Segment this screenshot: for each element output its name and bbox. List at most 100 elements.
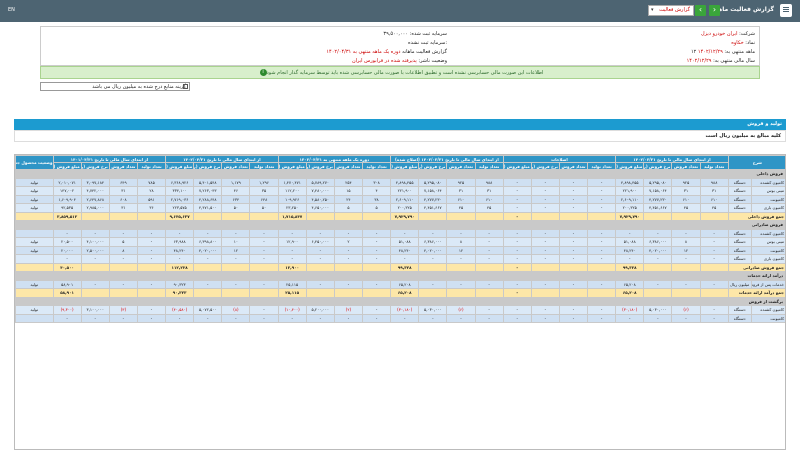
table-cell: (۳۰,۱۸۰) [615,305,645,315]
table-cell: ۳۸ [361,194,392,204]
table-cell: ۴,۸۹۸,۴۵۵ [615,177,645,187]
table-cell: ۸ [446,237,476,247]
unregistered-capital-row: سرمایه ثبت نشده: [408,40,447,46]
table-cell: ۴۸,۲۴۰ [165,245,195,255]
table-cell: ۱۲ [446,245,476,255]
table-cell: - [530,194,560,204]
table-cell: - [136,237,167,247]
table-cell: ۶۱۰ [474,194,504,204]
production-sales-table-wrap[interactable]: شرح از ابتدای سال مالی تا تاریخ ۱۴۰۲/۰۳/۳… [14,154,786,450]
product-name: کامیونت [750,245,785,255]
status-row: وضعیت ناشر: پذیرفته شده در فرابورس ایران [352,58,447,64]
unregistered-capital-label: سرمایه ثبت نشده: [408,40,447,46]
sum-cell [530,262,560,272]
table-row[interactable]: کامیون باری دستگاه ۴۵ ۴۵ ۴,۴۵۱,۶۶۷ ۲۰۰,۳۲۵- - -… [15,203,785,213]
table-row[interactable]: کامیونت دستگاه - - - - - - - - - - - - - - - - - - - - - - - - [15,313,785,323]
sum-cell [699,288,729,298]
header-sub: نرخ فروش (ریال) [643,162,673,170]
table-row[interactable]: خدمات پس از فروش میلیون ریال - - -۶۵,۲۰۸- - - -… [15,279,785,289]
report-label: گزارش فعالیت ماهانه [402,49,447,55]
table-cell: - [52,313,82,323]
table-cell: - [558,254,589,264]
table-cell: - [671,313,701,323]
table-cell: ۲۲۳,۵۷۵ [165,203,195,213]
sum-cell [587,211,617,221]
next-arrow-icon[interactable]: › [709,5,720,16]
table-row[interactable]: مینی بوس دستگاه -۸ ۶,۳۸۶,۰۰۰ ۵۱,۰۸۸- - - - -۸ ۶,۳… [15,237,785,247]
table-cell: ۹۸۸ [474,177,504,187]
period-row: ۱۲ ماهه منتهی به: ۱۴۰۲/۱۲/۲۹ [691,49,755,55]
product-status [15,254,54,264]
product-status: تولید [15,177,54,187]
table-cell: ۴,۰۲۰,۰۰۰ [193,245,223,255]
table-cell: - [446,254,476,264]
table-row[interactable]: کامیون باری دستگاه - - - - - - - - - - - - - - - - - - - - - - -… [15,254,785,264]
notice-text: اطلاعات این صورت مالی حسابرسی نشده است و… [266,70,544,76]
sum-cell [136,262,167,272]
table-cell: ۲۳,۲۵۰ [277,203,307,213]
sum-cell [80,211,110,221]
sum-cell [558,288,589,298]
table-cell: - [671,228,701,238]
sum-cell [587,262,617,272]
table-cell: ۶,۴۵۰,۰۰۰ [305,237,335,247]
table-cell: - [221,228,251,238]
sum-cell [193,211,223,221]
table-cell: ۲,۷۱۹,۰۳۶ [165,194,195,204]
table-cell: ۴۵ [474,203,504,213]
prev-arrow-icon[interactable]: ‹ [695,5,706,16]
top-bar: گزارش فعالیت ماهانه گزارش فعالیت › ‹ EN [0,0,800,22]
table-row[interactable]: کامیون کشنده دستگاه - - - - - - - - - - - - - - - - - - - - - -… [15,228,785,238]
language-toggle[interactable]: EN [8,7,15,13]
table-cell: ۸ [671,237,701,247]
report-type-select[interactable]: گزارش فعالیت [648,5,694,16]
header-row-groups: شرح از ابتدای سال مالی تا تاریخ ۱۴۰۲/۰۳/۳… [15,155,785,170]
table-cell: ۴,۲۸۸,۶۴۸ [193,194,223,204]
table-cell: ۱۲,۹۰۰ [277,237,307,247]
table-cell: ۹۰,۳۲۳ [165,279,195,289]
table-cell: ۵,۲۹۵,۰۸۰ [418,177,448,187]
table-cell: ۵ [361,203,392,213]
table-cell: - [530,305,560,315]
sum-cell: ۷,۹۲۹,۷۹۰ [615,211,645,221]
product-status: تولید [15,203,54,213]
table-row[interactable]: کامیون کشنده دستگاه ۹۸۸ ۹۲۵ ۵,۲۹۵,۰۸۰ ۴,۸۹۸,۴… [15,177,785,187]
table-cell: ۶۱۰ [446,194,476,204]
group-header-row: فروش داخلی [15,169,785,179]
table-cell: - [390,254,420,264]
sum-row: جمع فروش صادراتی ۹۹,۳۲۸ - ۹۹,۳۲۸ ۱۲,۹۰۰ ۱۱۲,۲… [15,262,785,272]
checkbox-box[interactable] [183,84,188,89]
table-cell: - [615,228,645,238]
table-cell: - [193,313,223,323]
sum-cell: - [502,211,532,221]
table-cell: - [193,228,223,238]
table-row[interactable]: کامیونت دستگاه ۶۱۰ ۶۱۰ ۴,۲۷۷,۲۳۰ ۲,۶۰۹,۱۱۰- - -… [15,194,785,204]
table-cell: - [558,313,589,323]
sum-cell [305,288,335,298]
units-checkbox[interactable]: گزینه منابع درج شده به میلیون ریال می با… [40,82,190,91]
table-row[interactable]: کامیونت دستگاه -۱۲ ۴,۰۲۰,۰۰۰ ۴۸,۲۴۰- - - - -۱۲ ۴,… [15,245,785,255]
table-cell: (۳۰,۱۸۰) [390,305,420,315]
table-cell: ۵,۰۳۰,۰۰۰ [418,305,448,315]
table-cell: - [277,228,307,238]
table-cell: - [249,237,279,247]
table-cell: - [474,254,504,264]
header-group: اصلاحات [502,155,617,163]
table-cell: - [361,245,392,255]
table-cell: - [671,279,701,289]
table-row[interactable]: کامیون کشنده دستگاه - (۶) ۵,۰۳۰,۰۰۰ (۳۰,۱۸۰) -… [15,305,785,315]
sum-cell [108,211,138,221]
sum-cell [699,262,729,272]
checkbox-label: گزینه منابع درج شده به میلیون ریال می با… [92,84,186,90]
fiscal-value: ۱۴۰۲/۱۲/۲۹ [686,58,712,64]
table-cell: ۵,۰۳۰,۰۰۰ [643,305,673,315]
sum-cell: ۲۵,۱۱۵ [277,288,307,298]
table-cell: - [558,245,589,255]
table-cell: - [333,313,363,323]
table-cell: - [221,313,251,323]
table-row[interactable]: مینی بوس دستگاه ۳۱ ۳۱ ۷,۱۵۸,۰۶۴ ۲۲۱,۹۰۰- - - -۳۱… [15,186,785,196]
table-cell: - [587,254,617,264]
sum-cell [643,262,673,272]
table-cell: - [333,254,363,264]
table-cell: - [530,237,560,247]
